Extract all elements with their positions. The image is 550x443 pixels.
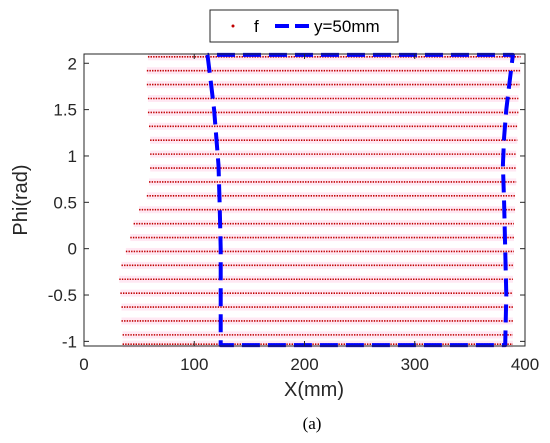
point-row-halo-2 [146,81,520,89]
y-tick-label-2: 0 [68,240,77,259]
y-tick-label-6: 2 [68,54,77,73]
y-axis-ticks: -1 -0.5 0 0.5 1 1.5 2 [48,54,525,351]
point-row-halo-6 [150,136,518,144]
x-tick-label-2: 200 [290,355,318,374]
legend-label-f: f [254,17,259,36]
plot-area [84,54,525,346]
y-tick-label-1: -0.5 [48,286,77,305]
legend-marker-f [231,24,235,28]
x-tick-label-1: 100 [180,355,208,374]
y-tick-label-3: 0.5 [53,193,77,212]
figure-caption: (a) [303,414,322,433]
x-axis-ticks: 0 100 200 300 400 [79,54,539,374]
x-tick-label-3: 300 [401,355,429,374]
series-y-50mm-line [205,52,515,348]
x-tick-label-0: 0 [79,355,88,374]
point-row-halo-13 [130,234,514,242]
y-tick-label-4: 1 [68,147,77,166]
point-row-halo-14 [125,247,514,255]
point-row-halo-16 [119,275,513,283]
y-tick-label-0: -1 [62,332,77,351]
legend-label-y-50mm: y=50mm [314,17,380,36]
x-tick-label-4: 400 [511,355,539,374]
point-row-halo-5 [149,122,518,130]
legend: f y=50mm [209,9,399,43]
y-tick-label-5: 1.5 [53,101,77,120]
y-axis-label: Phi(rad) [10,164,32,235]
x-axis-label: X(mm) [284,379,344,401]
point-row-halo-9 [149,178,517,186]
point-row-halo-1 [146,67,521,75]
point-row-halo-10 [146,192,516,200]
